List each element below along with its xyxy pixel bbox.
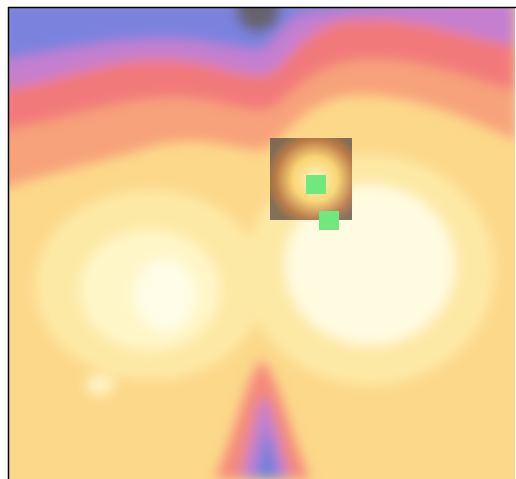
- marker: [319, 211, 339, 230]
- marker: [306, 175, 326, 194]
